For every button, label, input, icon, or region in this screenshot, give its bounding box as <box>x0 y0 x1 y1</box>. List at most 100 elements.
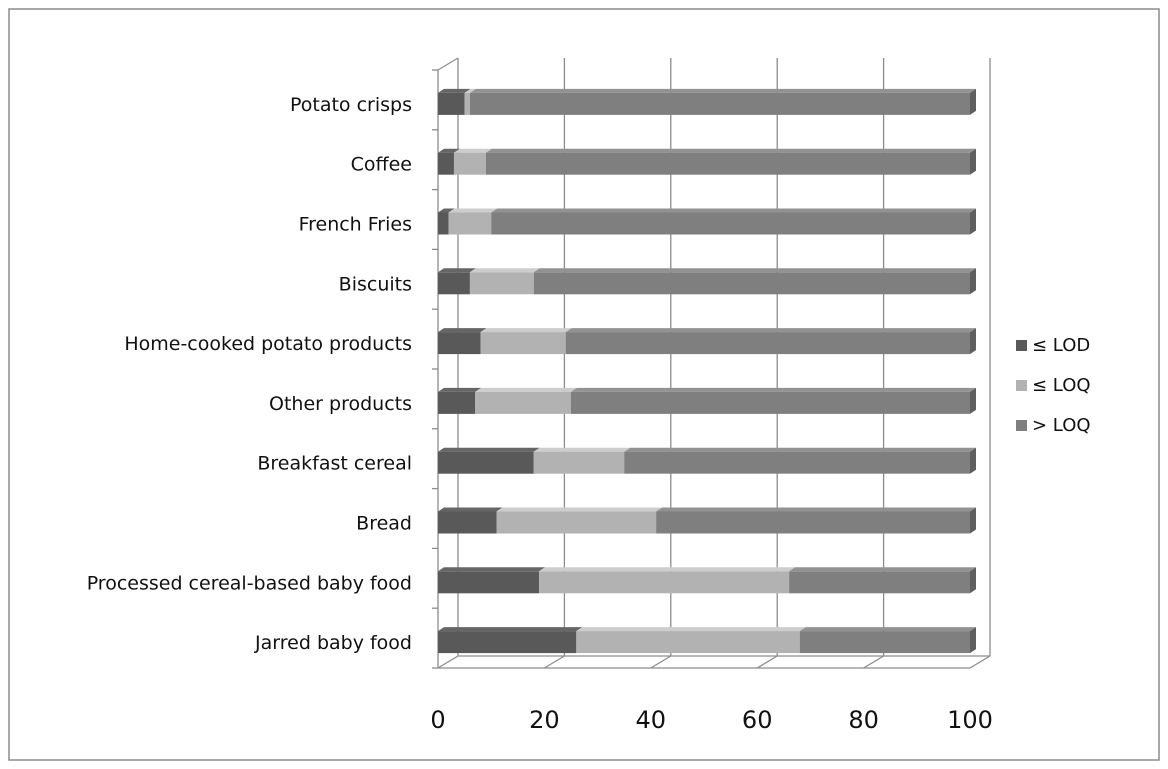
category-label: Bread <box>356 513 412 535</box>
bar-end-face <box>970 268 976 295</box>
bar-segment <box>438 92 465 115</box>
bar-group <box>438 567 976 594</box>
floor-gridline <box>650 655 672 669</box>
bar-segment-top <box>448 208 498 213</box>
bar-group <box>438 507 976 534</box>
category-labels: Potato crisps Coffee French Fries Biscuits H… <box>87 94 412 654</box>
bar-segment <box>533 272 970 295</box>
bar-segment <box>491 212 970 235</box>
floor-gridline <box>756 655 778 669</box>
bar-segment-top <box>438 567 546 572</box>
bar-segment-top <box>496 507 663 512</box>
bar-segment-top <box>539 567 796 572</box>
bar-segment <box>438 391 476 414</box>
bar-segment-top <box>464 88 476 93</box>
bar-segment-top <box>438 88 471 93</box>
legend: ≤ LOD ≤ LOQ > LOQ <box>1016 335 1091 436</box>
x-tick-label: 60 <box>742 706 773 734</box>
bar-segment-top <box>438 148 460 153</box>
bar-segment <box>656 511 970 534</box>
bar-segment-top <box>799 627 976 632</box>
bar-segment <box>453 152 486 175</box>
bar-segment-top <box>624 447 976 452</box>
bar-segment <box>565 332 970 355</box>
category-label: Jarred baby food <box>254 632 412 654</box>
bar-group <box>438 447 976 474</box>
bar-segment-top <box>571 387 976 392</box>
bar-segment <box>496 511 657 534</box>
legend-swatch <box>1016 340 1027 351</box>
bar-segment-top <box>438 447 540 452</box>
category-label: Processed cereal-based baby food <box>87 572 412 594</box>
bar-segment <box>789 571 970 594</box>
x-tick-label: 40 <box>636 706 667 734</box>
bar-segment <box>438 332 481 355</box>
bar-segment-top <box>789 567 976 572</box>
bar-segment <box>438 631 577 654</box>
bar-end-face <box>970 88 976 115</box>
floor-gridline <box>544 655 565 669</box>
bar-segment-top <box>438 627 583 632</box>
bar-segment-top <box>453 148 492 153</box>
bars <box>438 88 976 654</box>
bar-segment <box>533 451 625 474</box>
category-label: Other products <box>269 393 412 415</box>
legend-label: ≤ LOD <box>1032 335 1090 356</box>
bar-segment-top <box>438 507 503 512</box>
floor-gridline <box>863 655 884 669</box>
bar-segment <box>624 451 970 474</box>
bar-segment-top <box>475 387 577 392</box>
bar-segment-top <box>565 328 976 333</box>
bar-segment-top <box>480 328 572 333</box>
bar-end-face <box>970 148 976 175</box>
category-label: Potato crisps <box>290 94 412 116</box>
category-label: French Fries <box>299 214 412 236</box>
bar-segment <box>485 152 970 175</box>
legend-label: ≤ LOQ <box>1032 375 1091 396</box>
floor-gridline <box>969 655 991 669</box>
category-label: Coffee <box>351 154 412 176</box>
bar-segment-top <box>656 507 976 512</box>
bar-segment-top <box>469 268 540 273</box>
bar-end-face <box>970 387 976 414</box>
x-tick-label: 20 <box>529 706 560 734</box>
bar-segment <box>469 272 534 295</box>
legend-label: > LOQ <box>1032 415 1091 436</box>
bar-segment-top <box>533 447 631 452</box>
bar-segment <box>799 631 970 654</box>
bar-segment <box>438 571 540 594</box>
bar-segment <box>438 212 449 235</box>
bar-segment <box>438 152 454 175</box>
bar-segment <box>571 391 970 414</box>
legend-swatch <box>1016 420 1027 431</box>
bar-segment <box>438 511 497 534</box>
y-axis-top-edge <box>437 57 459 71</box>
bar-segment-top <box>438 268 476 273</box>
bar-segment-top <box>533 268 976 273</box>
bar-group <box>438 88 976 115</box>
bar-segment <box>539 571 790 594</box>
category-label: Home-cooked potato products <box>124 333 412 355</box>
bar-end-face <box>970 208 976 235</box>
bar-group <box>438 328 976 355</box>
bar-segment <box>480 332 566 355</box>
bar-segment <box>438 451 534 474</box>
bar-segment-top <box>576 627 806 632</box>
bar-segment <box>469 92 970 115</box>
x-tick-label: 80 <box>848 706 879 734</box>
bar-end-face <box>970 447 976 474</box>
bar-segment <box>475 391 571 414</box>
bar-segment <box>464 92 470 115</box>
category-label: Breakfast cereal <box>257 453 412 475</box>
bar-segment-top <box>438 328 487 333</box>
bar-end-face <box>970 507 976 534</box>
bar-segment-top <box>438 208 455 213</box>
bar-segment <box>448 212 492 235</box>
bar-segment <box>576 631 800 654</box>
bar-group <box>438 208 976 235</box>
bar-segment-top <box>469 88 976 93</box>
floor-gridline <box>437 655 459 669</box>
bar-end-face <box>970 627 976 654</box>
